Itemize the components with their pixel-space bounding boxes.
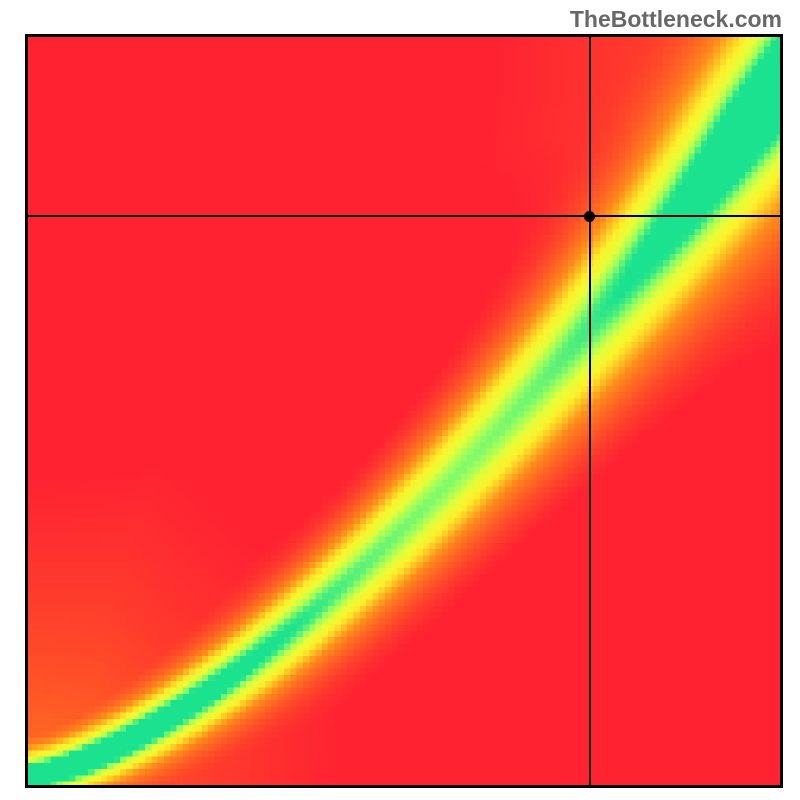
- watermark-text: TheBottleneck.com: [570, 6, 782, 33]
- bottleneck-heatmap: [25, 34, 783, 788]
- heatmap-plot-area: [25, 34, 783, 788]
- crosshair-horizontal: [25, 215, 783, 217]
- crosshair-vertical: [589, 34, 591, 788]
